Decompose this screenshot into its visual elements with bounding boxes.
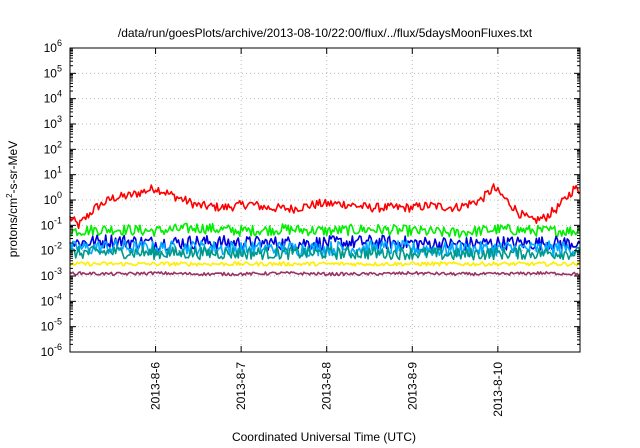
- y-axis-label-superscript: 2: [5, 193, 14, 198]
- y-tick-label: 103: [44, 114, 62, 131]
- y-tick-label: 10-1: [41, 215, 62, 232]
- y-tick-exponent: 2: [57, 139, 62, 149]
- y-tick-base: 10: [44, 142, 58, 156]
- y-tick-label: 10-6: [41, 342, 62, 359]
- y-tick-exponent: -3: [54, 266, 62, 276]
- y-tick-base: 10: [41, 345, 55, 359]
- y-tick-label: 102: [44, 139, 62, 156]
- series-line: [69, 183, 581, 230]
- y-tick-base: 10: [44, 168, 58, 182]
- y-tick-base: 10: [44, 193, 58, 207]
- y-tick-base: 10: [44, 66, 58, 80]
- y-tick-exponent: -6: [54, 342, 62, 352]
- y-tick-exponent: 6: [57, 38, 62, 48]
- x-tick-label: 2013-8-8: [320, 362, 334, 410]
- x-tick-label: 2013-8-7: [234, 362, 248, 410]
- y-tick-label: 100: [44, 190, 62, 207]
- y-axis-ticks: 10-610-510-410-310-210-11001011021031041…: [41, 38, 580, 359]
- x-axis-ticks: 2013-8-6 2013-8-7 2013-8-8 2013-8-9 2013-8-1…: [149, 48, 505, 417]
- y-tick-label: 10-5: [41, 317, 62, 334]
- series-line: [69, 222, 581, 239]
- y-tick-exponent: -1: [54, 215, 62, 225]
- y-tick-exponent: -5: [54, 317, 62, 327]
- series-line: [69, 245, 581, 261]
- y-tick-exponent: -2: [54, 241, 62, 251]
- y-tick-label: 101: [44, 165, 62, 182]
- y-tick-label: 105: [44, 63, 62, 80]
- y-tick-base: 10: [44, 117, 58, 131]
- y-tick-label: 106: [44, 38, 62, 55]
- y-axis-label: protons/cm2-s-sr-MeV: [5, 141, 20, 257]
- y-tick-label: 10-2: [41, 241, 62, 258]
- y-tick-base: 10: [41, 294, 55, 308]
- y-tick-exponent: 5: [57, 63, 62, 73]
- y-tick-exponent: -4: [54, 291, 62, 301]
- series-line: [69, 261, 581, 267]
- y-axis-label-suffix: -s-sr-MeV: [6, 141, 20, 194]
- series-line: [69, 270, 581, 277]
- y-tick-base: 10: [44, 41, 58, 55]
- y-axis-label-prefix: protons/cm: [6, 198, 20, 257]
- y-tick-base: 10: [41, 218, 55, 232]
- x-tick-label: 2013-8-10: [491, 362, 505, 417]
- y-tick-label: 10-3: [41, 266, 62, 283]
- y-tick-exponent: 1: [57, 165, 62, 175]
- y-tick-exponent: 3: [57, 114, 62, 124]
- x-tick-label: 2013-8-6: [149, 362, 163, 410]
- x-axis-label: Coordinated Universal Time (UTC): [232, 430, 416, 444]
- chart-title: /data/run/goesPlots/archive/2013-08-10/2…: [118, 26, 533, 40]
- x-tick-label: 2013-8-9: [405, 362, 419, 410]
- y-tick-exponent: 4: [57, 89, 62, 99]
- y-tick-exponent: 0: [57, 190, 62, 200]
- y-tick-base: 10: [44, 92, 58, 106]
- y-tick-base: 10: [41, 244, 55, 258]
- series-layer: [69, 183, 581, 277]
- y-tick-label: 104: [44, 89, 62, 106]
- y-tick-label: 10-4: [41, 291, 62, 308]
- y-tick-base: 10: [41, 269, 55, 283]
- y-tick-base: 10: [41, 320, 55, 334]
